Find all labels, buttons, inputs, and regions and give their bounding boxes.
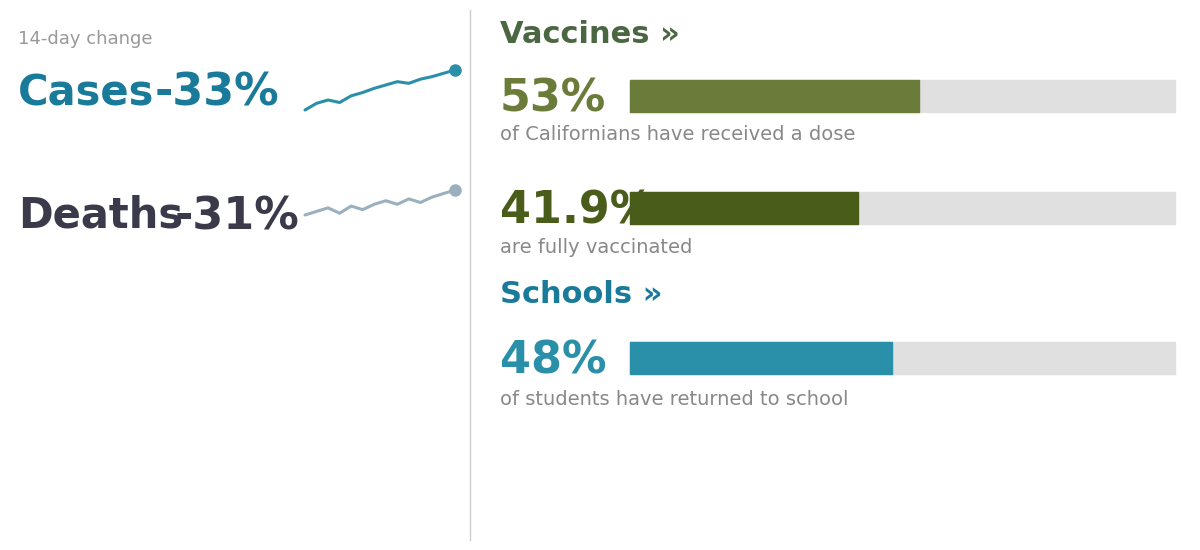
Text: Vaccines »: Vaccines » xyxy=(500,20,680,49)
Text: -31%: -31% xyxy=(175,195,300,238)
Text: 48%: 48% xyxy=(500,340,606,383)
Text: are fully vaccinated: are fully vaccinated xyxy=(500,238,692,257)
Text: Deaths: Deaths xyxy=(18,195,184,237)
Text: -33%: -33% xyxy=(155,72,280,115)
Bar xyxy=(630,80,919,112)
Bar xyxy=(630,192,858,224)
Text: of Californians have received a dose: of Californians have received a dose xyxy=(500,125,856,144)
Text: 53%: 53% xyxy=(500,78,606,121)
Text: 14-day change: 14-day change xyxy=(18,30,152,48)
Bar xyxy=(630,80,1175,112)
Bar xyxy=(630,192,1175,224)
Text: 41.9%: 41.9% xyxy=(500,190,654,233)
Bar xyxy=(630,342,892,374)
Bar xyxy=(630,342,1175,374)
Text: Cases: Cases xyxy=(18,72,155,114)
Text: Schools »: Schools » xyxy=(500,280,662,309)
Text: of students have returned to school: of students have returned to school xyxy=(500,390,848,409)
